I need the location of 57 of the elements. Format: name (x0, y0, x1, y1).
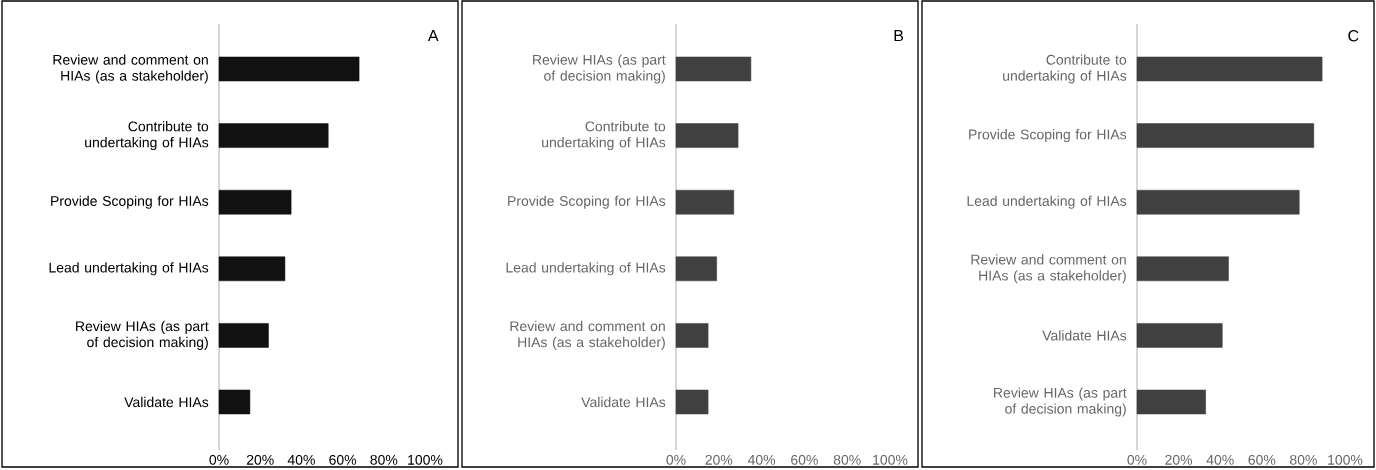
bar (218, 123, 329, 148)
chart-title: C (1348, 30, 1359, 42)
bar (1136, 256, 1229, 282)
y-tick-label: Lead undertaking of HIAs (49, 262, 209, 276)
bar (218, 256, 286, 282)
bar (218, 56, 360, 82)
x-tick-label: 0% (209, 454, 229, 465)
y-tick-label: Validate HIAs (124, 396, 209, 408)
x-tick-label: 40% (1206, 454, 1234, 465)
bar (675, 323, 709, 348)
chart-title: B (894, 30, 904, 42)
x-tick-label: 0% (666, 454, 686, 465)
y-tick-label: Provide Scoping for HIAs (508, 195, 666, 209)
bar (1136, 389, 1206, 415)
bar (218, 189, 292, 215)
y-tick-label: Review and comment on HIAs (as a stakeholder) (971, 254, 1126, 284)
x-tick-label: 100% (1328, 454, 1363, 465)
x-tick-label: 60% (791, 454, 818, 465)
x-tick-label: 0% (1127, 454, 1147, 465)
y-tick-label: Provide Scoping for HIAs (969, 129, 1127, 143)
x-tick-label: 40% (287, 454, 315, 465)
bar (1136, 123, 1315, 148)
x-tick-label: 60% (1248, 454, 1276, 465)
bar (1136, 56, 1323, 82)
bar (675, 56, 752, 82)
y-tick-label: Review HIAs (as part of decision making) (76, 320, 209, 350)
x-tick-label: 100% (873, 454, 908, 465)
y-tick-label: Validate HIAs (581, 396, 666, 408)
y-tick-label: Review HIAs (as part of decision making) (533, 54, 666, 84)
x-tick-label: 40% (747, 454, 776, 465)
bar (675, 189, 735, 215)
x-tick-label: 100% (408, 454, 443, 465)
y-tick-label: Contribute to undertaking of HIAs (85, 121, 209, 151)
y-tick-label: Contribute to undertaking of HIAs (1003, 54, 1127, 84)
x-tick-label: 20% (1165, 454, 1193, 465)
chart-title: A (427, 30, 439, 42)
y-tick-label: Validate HIAs (1042, 330, 1127, 341)
y-tick-label: Contribute to undertaking of HIAs (542, 121, 666, 151)
bar (675, 256, 717, 282)
x-tick-label: 20% (246, 454, 274, 465)
y-tick-label: Review and comment on HIAs (as a stakeholder) (510, 320, 665, 350)
bar (675, 123, 739, 148)
y-tick-label: Review and comment on HIAs (as a stakeholder) (53, 54, 208, 84)
bar (218, 389, 251, 415)
bar (675, 389, 709, 415)
y-tick-label: Provide Scoping for HIAs (51, 195, 209, 209)
bar (1136, 189, 1300, 215)
x-tick-label: 80% (370, 454, 398, 465)
y-tick-label: Lead undertaking of HIAs (967, 195, 1127, 209)
x-tick-label: 60% (329, 454, 357, 465)
y-tick-label: Lead undertaking of HIAs (506, 262, 666, 276)
x-tick-label: 20% (705, 454, 733, 465)
bar (218, 323, 269, 348)
y-tick-label: Review HIAs (as part of decision making) (994, 387, 1127, 417)
bar (1136, 323, 1223, 348)
x-tick-label: 80% (833, 454, 861, 465)
x-tick-label: 80% (1290, 454, 1317, 465)
